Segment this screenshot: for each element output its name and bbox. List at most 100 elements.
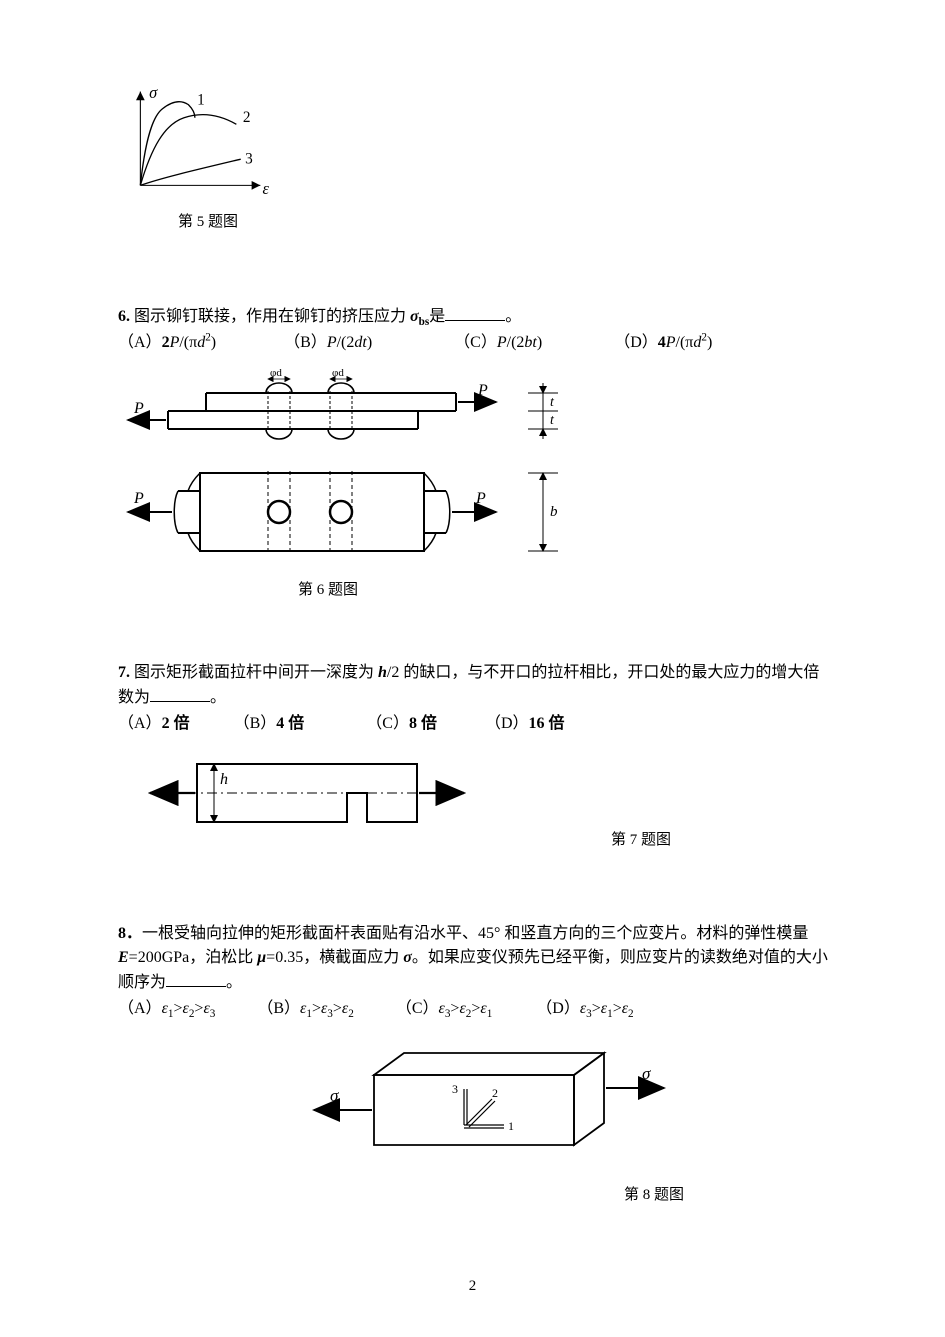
q6-a-P: P — [170, 331, 180, 355]
q8-c-key: （C） — [396, 997, 439, 1021]
q7-opt-a: （A）2 倍 — [118, 712, 190, 736]
q8-blank — [166, 970, 226, 987]
q7-opt-d: （D）16 倍 — [485, 712, 565, 736]
q7-figure-wrap: h 第 7 题图 — [118, 744, 830, 852]
q7-stem-a: 图示矩形截面拉杆中间开一深度为 — [134, 664, 378, 681]
q8-c-s1: 3 — [445, 1008, 451, 1020]
q6-opt-c: （C）P/(2bt) — [454, 331, 542, 355]
q6-b-d: d — [354, 331, 362, 355]
q7-block: 7. 图示矩形截面拉杆中间开一深度为 h/2 的缺口，与不开口的拉杆相比，开口处… — [118, 661, 830, 852]
q6-opt-b: （B）P/(2dt) — [284, 331, 372, 355]
q6-block: 6. 图示铆钉联接，作用在铆钉的挤压应力 σbs是。 （A）2P/(πd2) （… — [118, 304, 830, 602]
q7-a-key: （A） — [118, 712, 162, 736]
q6-opt-a-key: （A） — [118, 331, 162, 355]
q5-curve-1-label: 1 — [197, 92, 205, 109]
q8-b-key: （B） — [257, 997, 300, 1021]
q6-c-b: b — [524, 331, 532, 355]
q8-a-key: （A） — [118, 997, 162, 1021]
q5-chart: σ ε 1 2 3 — [128, 85, 288, 205]
q6-d-mid: /(π — [676, 331, 694, 355]
q8-stem-c: =0.35，横截面应力 — [266, 949, 403, 966]
q7-d-val: 16 倍 — [529, 715, 565, 732]
q8-figure-wrap: 1 2 3 σ σ 第 8 题图 — [118, 1035, 830, 1207]
page-number: 2 — [0, 1275, 945, 1298]
q6-b-mid: /(2 — [337, 331, 355, 355]
q8-d-key: （D） — [536, 997, 580, 1021]
q8-b-s2: 3 — [327, 1008, 333, 1020]
q7-opt-b: （B）4 倍 — [234, 712, 305, 736]
q5-ylabel: σ — [149, 85, 158, 102]
q8-d-s1: 3 — [586, 1008, 592, 1020]
q8-stem-b: =200GPa，泊松比 — [129, 949, 258, 966]
q8-opt-c: （C）ε3>ε2>ε1 — [396, 997, 492, 1021]
q6-t-1: t — [550, 395, 555, 410]
q8-opt-a: （A）ε1>ε2>ε3 — [118, 997, 215, 1021]
q6-d-prefix: 4 — [658, 334, 666, 351]
exam-page: σ ε 1 2 3 第 5 题图 6. 图示铆钉联接，作用在铆钉的挤压应力 σb… — [0, 0, 945, 1337]
q8-mu: μ — [257, 949, 266, 966]
q6-b-label: b — [550, 504, 558, 520]
q6-sigma: σ — [410, 308, 419, 325]
q6-stem-end: 。 — [505, 308, 521, 325]
q8-stem-a: 一根受轴向拉伸的矩形截面杆表面贴有沿水平、45° 和竖直方向的三个应变片。材料的… — [142, 925, 808, 942]
q6-figure: φd φd P P t t — [118, 363, 598, 573]
q6-a-mid: /(π — [179, 331, 197, 355]
q6-P-right-top: P — [477, 382, 488, 399]
q7-a-val: 2 倍 — [162, 715, 190, 732]
q6-a-prefix: 2 — [162, 334, 170, 351]
q7-blank — [150, 685, 210, 702]
q8-a-s1: 1 — [168, 1008, 174, 1020]
q6-stem: 6. 图示铆钉联接，作用在铆钉的挤压应力 σbs是。 — [118, 304, 830, 329]
q6-a-suf: ) — [211, 331, 216, 355]
q7-d-key: （D） — [485, 712, 529, 736]
q8-d-s3: 2 — [628, 1008, 634, 1020]
q6-a-d: d — [197, 331, 205, 355]
q8-c-s3: 1 — [487, 1008, 493, 1020]
q6-options: （A）2P/(πd2) （B）P/(2dt) （C）P/(2bt) （D）4P/… — [118, 331, 830, 355]
q8-b-s3: 2 — [348, 1008, 354, 1020]
q6-b-suf: ) — [367, 331, 372, 355]
q8-figure: 1 2 3 σ σ — [254, 1035, 694, 1175]
q6-caption: 第 6 题图 — [118, 579, 538, 602]
q8-g3: 3 — [452, 1082, 458, 1096]
q6-t-2: t — [550, 413, 555, 428]
q7-h: h — [378, 664, 387, 681]
q6-opt-a: （A）2P/(πd2) — [118, 331, 216, 355]
q7-c-key: （C） — [366, 712, 409, 736]
q6-opt-b-key: （B） — [284, 331, 327, 355]
q8-number: 8． — [118, 925, 142, 942]
q7-figure: h — [142, 744, 472, 844]
q6-sigma-sub: bs — [419, 316, 430, 328]
q6-number: 6. — [118, 308, 130, 325]
q5-curve-2-label: 2 — [243, 109, 251, 126]
q8-E: E — [118, 949, 129, 966]
q6-opt-d: （D）4P/(πd2) — [614, 331, 712, 355]
q8-a-s2: 2 — [189, 1008, 195, 1020]
q8-b-s1: 1 — [306, 1008, 312, 1020]
q8-d-s2: 1 — [607, 1008, 613, 1020]
q7-opt-c: （C）8 倍 — [366, 712, 437, 736]
q8-g1: 1 — [508, 1119, 514, 1133]
q8-c-s2: 2 — [466, 1008, 472, 1020]
q6-d-P: P — [666, 331, 676, 355]
q6-P-left-top: P — [133, 400, 144, 417]
q8-block: 8．一根受轴向拉伸的矩形截面杆表面贴有沿水平、45° 和竖直方向的三个应变片。材… — [118, 922, 830, 1207]
q5-curve-3-label: 3 — [245, 151, 253, 168]
q7-stem: 7. 图示矩形截面拉杆中间开一深度为 h/2 的缺口，与不开口的拉杆相比，开口处… — [118, 661, 830, 710]
q8-a-s3: 3 — [210, 1008, 216, 1020]
q8-stem-end: 。 — [226, 974, 242, 991]
q8-caption: 第 8 题图 — [244, 1184, 704, 1207]
q7-number: 7. — [118, 664, 130, 681]
q8-stem: 8．一根受轴向拉伸的矩形截面杆表面贴有沿水平、45° 和竖直方向的三个应变片。材… — [118, 922, 830, 995]
q6-P-right-plan: P — [475, 490, 486, 507]
q8-sigma: σ — [403, 949, 412, 966]
q8-opt-b: （B）ε1>ε3>ε2 — [257, 997, 353, 1021]
q6-d-suf: ) — [707, 331, 712, 355]
q7-stem-end: 。 — [210, 689, 226, 706]
q5-block: σ ε 1 2 3 第 5 题图 — [128, 85, 830, 234]
q8-g2: 2 — [492, 1086, 498, 1100]
q7-h-label: h — [220, 771, 228, 788]
q6-stem-a: 图示铆钉联接，作用在铆钉的挤压应力 — [134, 308, 410, 325]
q6-b-P: P — [327, 331, 337, 355]
q7-b-key: （B） — [234, 712, 277, 736]
